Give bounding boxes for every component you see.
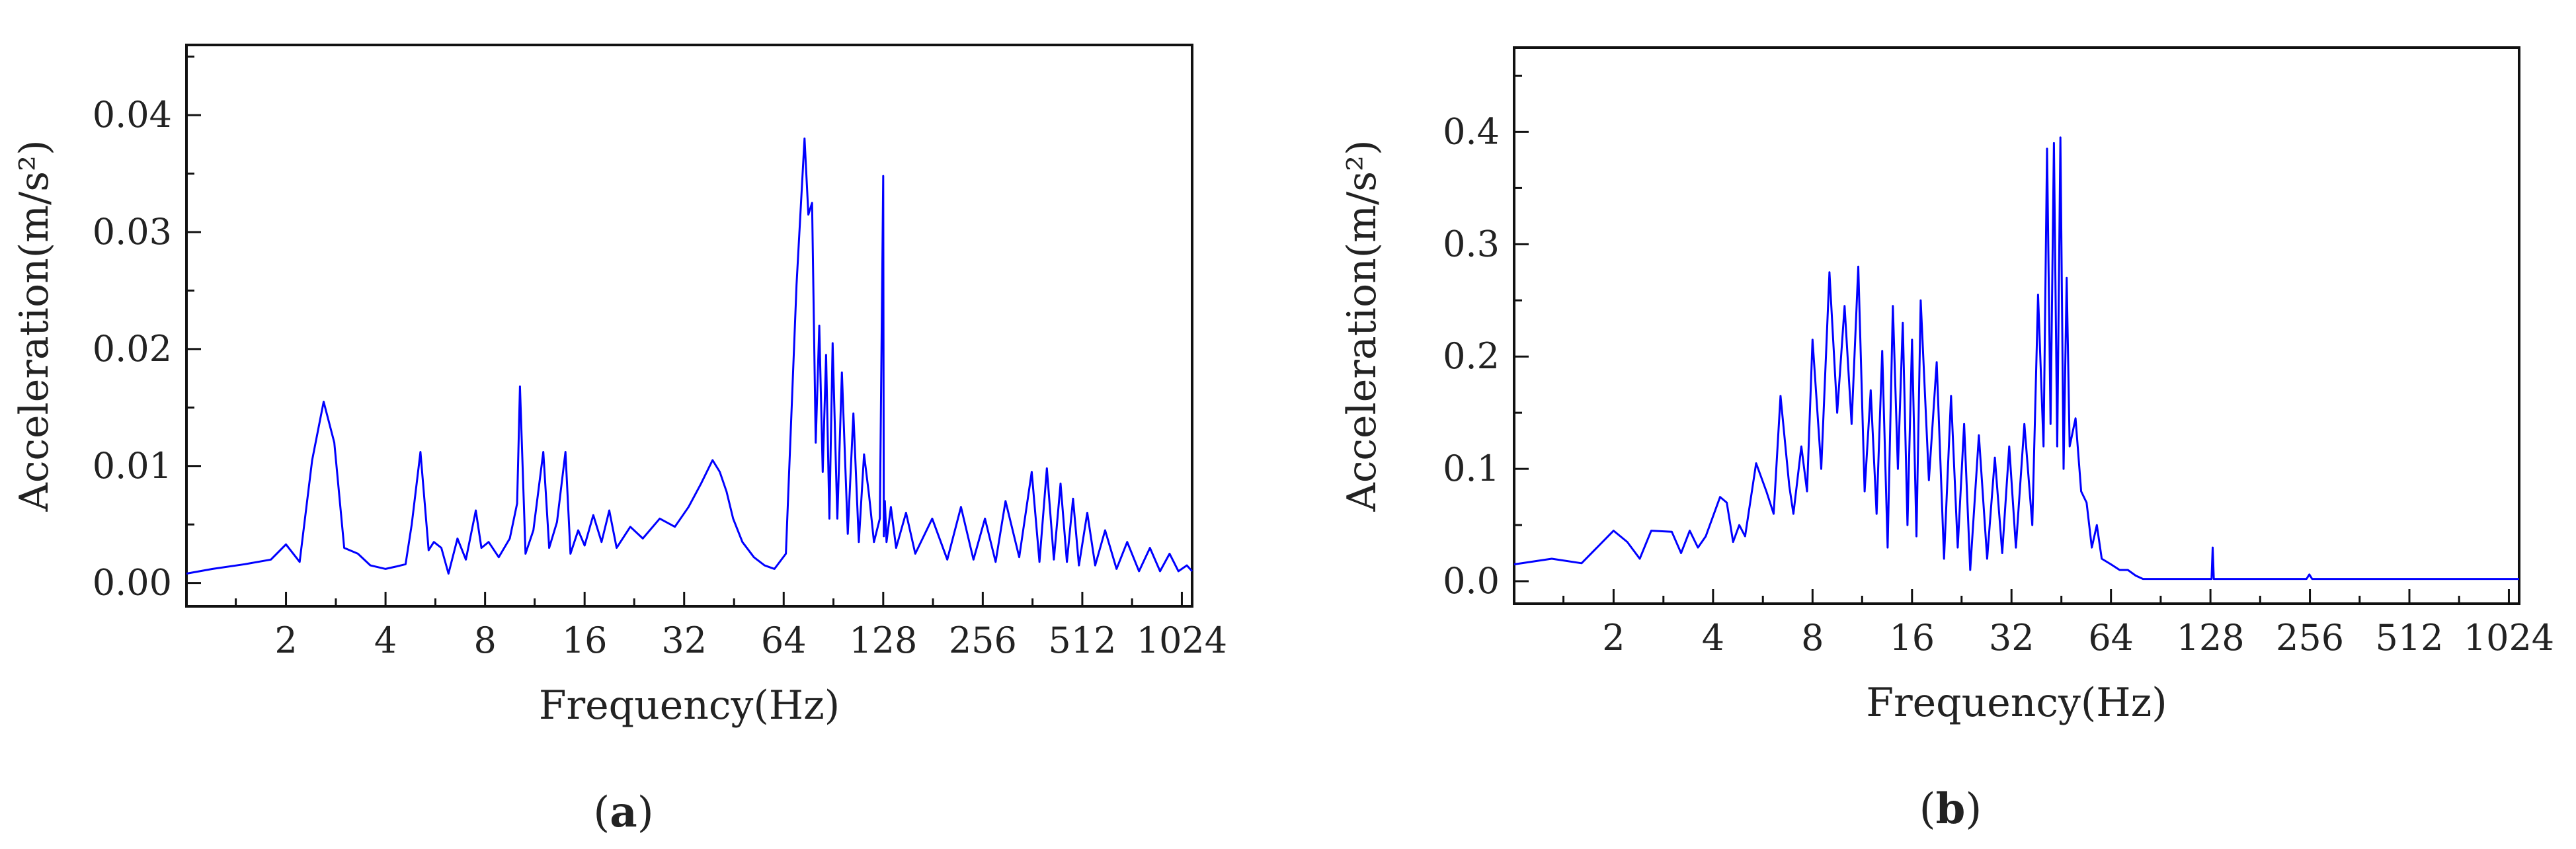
x-tick-label: 2: [1602, 617, 1625, 659]
x-tick-label: 64: [761, 620, 807, 661]
x-tick-label: 128: [849, 620, 917, 661]
x-tick-label: 4: [1702, 617, 1724, 659]
y-tick-label: 0.00: [93, 562, 172, 604]
x-tick-label: 8: [473, 620, 496, 661]
y-axis-label: Acceleration(m/s²): [11, 140, 58, 512]
y-tick-label: 0.3: [1443, 223, 1500, 264]
y-tick-label: 0.0: [1443, 560, 1500, 602]
x-tick-label: 1024: [1137, 620, 1227, 661]
x-tick-label: 4: [374, 620, 397, 661]
x-tick-label: 1024: [2464, 617, 2554, 659]
series-line: [186, 138, 1193, 575]
x-tick-label: 2: [274, 620, 297, 661]
panel-label: (b): [1919, 784, 1982, 834]
x-tick-label: 64: [2088, 617, 2134, 659]
plot-frame: [1513, 46, 2520, 605]
x-tick-label: 32: [1989, 617, 2034, 659]
y-tick-label: 0.02: [93, 328, 172, 370]
y-tick-label: 0.2: [1443, 335, 1500, 377]
x-axis-label: Frequency(Hz): [539, 682, 840, 729]
y-tick-label: 0.03: [93, 211, 172, 253]
x-tick-label: 512: [2375, 617, 2443, 659]
x-tick-label: 16: [1889, 617, 1935, 659]
plot-frame: [185, 44, 1193, 608]
series-line: [1513, 136, 2519, 581]
x-tick-label: 512: [1048, 620, 1116, 661]
x-axis-label: Frequency(Hz): [1866, 680, 2167, 726]
panel-label: (a): [593, 788, 653, 837]
chart-panel-b: 2 4 8 16 32 64 128 256 512 1024 0.0 0.1 0.2 0.3 0.4 Fre…: [1339, 46, 2554, 834]
x-tick-label: 256: [2276, 617, 2344, 659]
y-tick-label: 0.1: [1443, 448, 1500, 489]
y-tick-label: 0.01: [93, 445, 172, 487]
x-tick-label: 32: [661, 620, 707, 661]
y-tick-label: 0.4: [1443, 110, 1500, 152]
y-tick-label: 0.04: [93, 94, 172, 136]
x-tick-label: 16: [562, 620, 608, 661]
x-tick-label: 128: [2177, 617, 2245, 659]
x-tick-label: 256: [949, 620, 1017, 661]
chart-panel-a: 2 4 8 16 32 64 128 256 512 1024 0.00 0.01 0.02 0.03 0.…: [11, 44, 1227, 837]
x-tick-label: 8: [1801, 617, 1824, 659]
y-axis-label: Acceleration(m/s²): [1339, 140, 1385, 512]
